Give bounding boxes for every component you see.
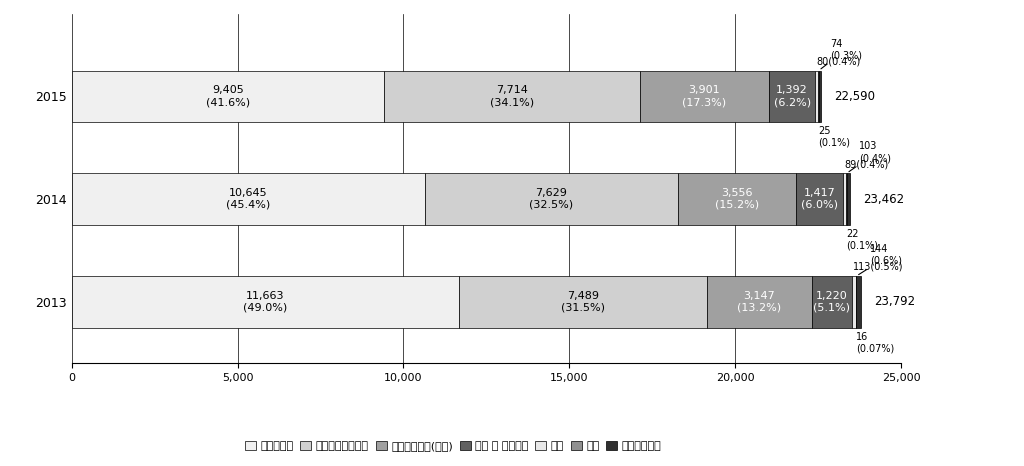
Text: 144
(0.6%): 144 (0.6%) [869, 244, 902, 266]
Text: 10,645
(45.4%): 10,645 (45.4%) [226, 188, 270, 210]
Text: 1,392
(6.2%): 1,392 (6.2%) [773, 85, 811, 107]
Bar [843, 173, 846, 225]
Text: 9,405
(41.6%): 9,405 (41.6%) [206, 85, 250, 107]
Text: 22
(0.1%): 22 (0.1%) [846, 229, 879, 250]
Bar [72, 70, 384, 122]
Bar [72, 276, 459, 328]
Text: 7,489
(31.5%): 7,489 (31.5%) [561, 291, 605, 313]
Text: 7,714
(34.1%): 7,714 (34.1%) [489, 85, 534, 107]
Bar [819, 70, 821, 122]
Bar [847, 173, 850, 225]
Text: 3,147
(13.2%): 3,147 (13.2%) [737, 291, 781, 313]
Bar [811, 276, 852, 328]
Bar [425, 173, 678, 225]
Bar [678, 173, 796, 225]
Bar [384, 70, 640, 122]
Text: 3,901
(17.3%): 3,901 (17.3%) [682, 85, 726, 107]
Bar [640, 70, 769, 122]
Text: 103
(0.4%): 103 (0.4%) [859, 142, 891, 163]
Text: 113(0.5%): 113(0.5%) [853, 262, 903, 272]
Text: 89(0.4%): 89(0.4%) [844, 159, 888, 169]
Bar [852, 276, 856, 328]
Text: 7,629
(32.5%): 7,629 (32.5%) [529, 188, 573, 210]
Text: 22,590: 22,590 [835, 90, 876, 103]
Bar [459, 276, 708, 328]
Bar [72, 173, 425, 225]
Text: 11,663
(49.0%): 11,663 (49.0%) [243, 291, 288, 313]
Text: 23,792: 23,792 [874, 295, 915, 308]
Text: 80(0.4%): 80(0.4%) [816, 56, 860, 66]
Text: 1,417
(6.0%): 1,417 (6.0%) [801, 188, 838, 210]
Text: 16
(0.07%): 16 (0.07%) [856, 332, 894, 353]
Text: 23,462: 23,462 [863, 192, 904, 206]
Bar [796, 173, 843, 225]
Bar [708, 276, 811, 328]
Text: 1,220
(5.1%): 1,220 (5.1%) [813, 291, 850, 313]
Text: 25
(0.1%): 25 (0.1%) [818, 126, 850, 148]
Legend: 방송수신료, 홈쇼핑송출수수료, 단말장치대여(판매), 가입 및 시설설치, 광고, 협찬, 기타방송사업: 방송수신료, 홈쇼핑송출수수료, 단말장치대여(판매), 가입 및 시설설치, … [241, 437, 666, 456]
Bar [856, 276, 861, 328]
Text: 74
(0.3%): 74 (0.3%) [829, 39, 862, 60]
Text: 3,556
(15.2%): 3,556 (15.2%) [715, 188, 759, 210]
Bar [769, 70, 815, 122]
Bar [815, 70, 818, 122]
